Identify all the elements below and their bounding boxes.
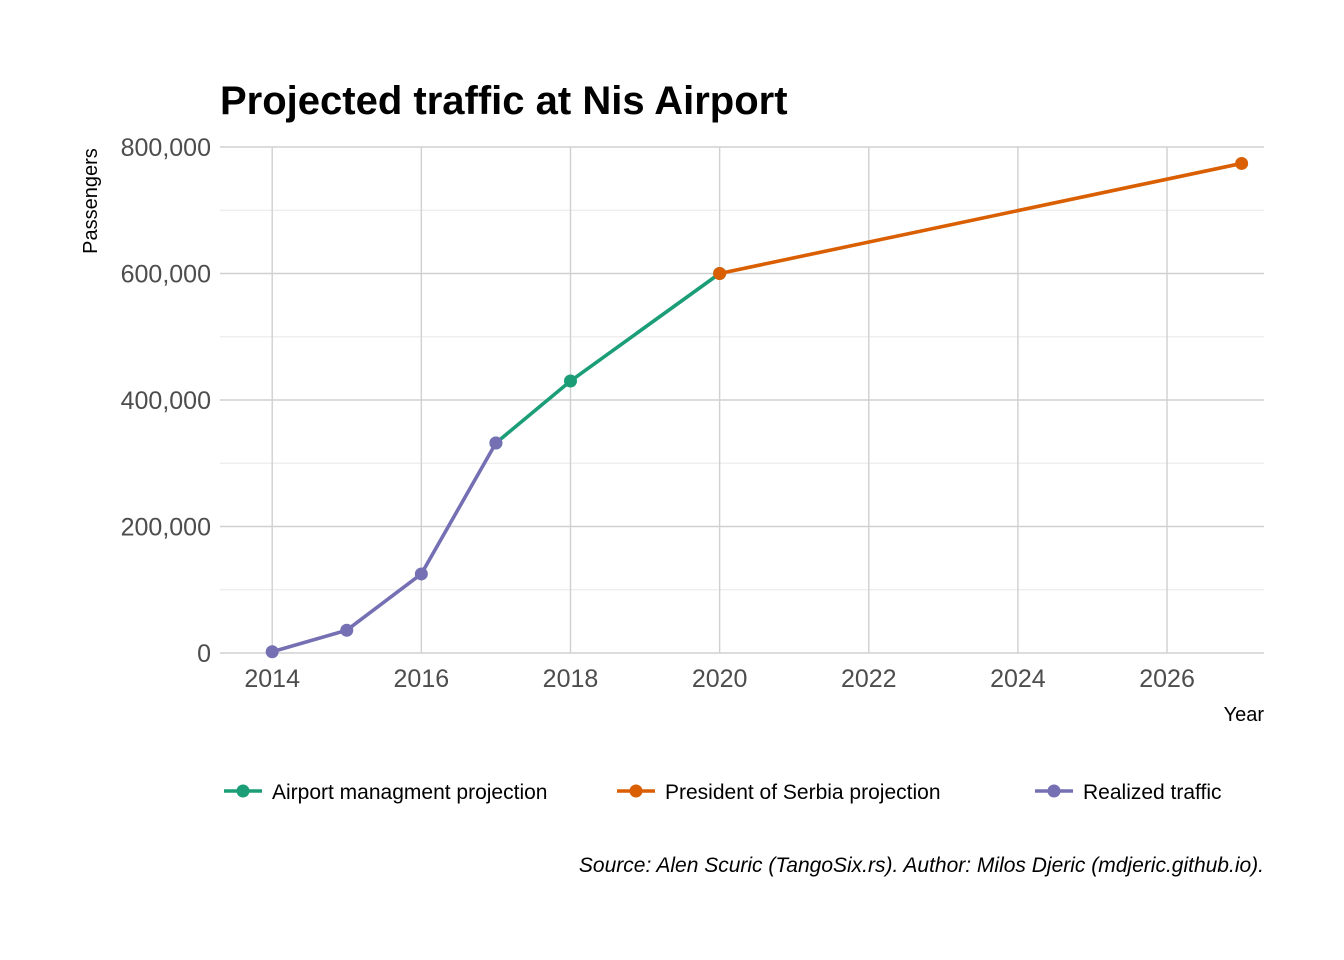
- y-tick-label: 400,000: [121, 387, 211, 415]
- series-line: [717, 161, 1244, 276]
- x-tick-label: 2018: [543, 665, 599, 693]
- data-point: [713, 267, 727, 280]
- legend-label: President of Serbia projection: [665, 781, 941, 804]
- series-line: [494, 271, 722, 445]
- data-point: [563, 374, 577, 388]
- series-layer: [265, 156, 1249, 659]
- x-tick-label: 2024: [990, 665, 1046, 693]
- x-tick-label: 2016: [394, 665, 450, 693]
- legend-key-point: [629, 784, 643, 798]
- data-point: [265, 645, 279, 659]
- series-line: [270, 441, 498, 654]
- data-point: [340, 623, 354, 637]
- x-axis-ticks: 2014 2016 2018 2020 2022 2024 2026: [244, 665, 1194, 693]
- y-tick-label: 200,000: [121, 514, 211, 542]
- legend-item: Realized traffic: [1035, 781, 1222, 804]
- legend-label: Airport managment projection: [272, 781, 547, 804]
- x-tick-label: 2022: [841, 665, 897, 693]
- y-axis-ticks: 0 200,000 400,000 600,000 800,000: [121, 134, 211, 668]
- y-tick-label: 800,000: [121, 134, 211, 162]
- series-2: [265, 436, 503, 659]
- y-tick-label: 600,000: [121, 261, 211, 289]
- legend-label: Realized traffic: [1083, 781, 1222, 804]
- legend-item: President of Serbia projection: [617, 781, 941, 804]
- series-0: [489, 267, 727, 450]
- x-tick-label: 2020: [692, 665, 748, 693]
- chart-title: Projected traffic at Nis Airport: [220, 79, 788, 123]
- x-tick-label: 2014: [244, 665, 300, 693]
- data-point: [1235, 156, 1249, 170]
- chart-caption: Source: Alen Scuric (TangoSix.rs). Autho…: [579, 854, 1264, 877]
- data-point: [489, 436, 503, 450]
- grid-lines: [220, 146, 1264, 654]
- series-1: [713, 156, 1249, 280]
- x-tick-label: 2026: [1139, 665, 1195, 693]
- legend-key-point: [236, 784, 250, 798]
- legend-item: Airport managment projection: [224, 781, 547, 804]
- data-point: [414, 567, 428, 581]
- x-axis-title: Year: [1224, 704, 1265, 726]
- y-tick-label: 0: [197, 640, 211, 668]
- legend-key-point: [1047, 784, 1061, 798]
- legend: Airport managment projection President of…: [224, 781, 1222, 804]
- y-axis-title: Passengers: [80, 148, 102, 254]
